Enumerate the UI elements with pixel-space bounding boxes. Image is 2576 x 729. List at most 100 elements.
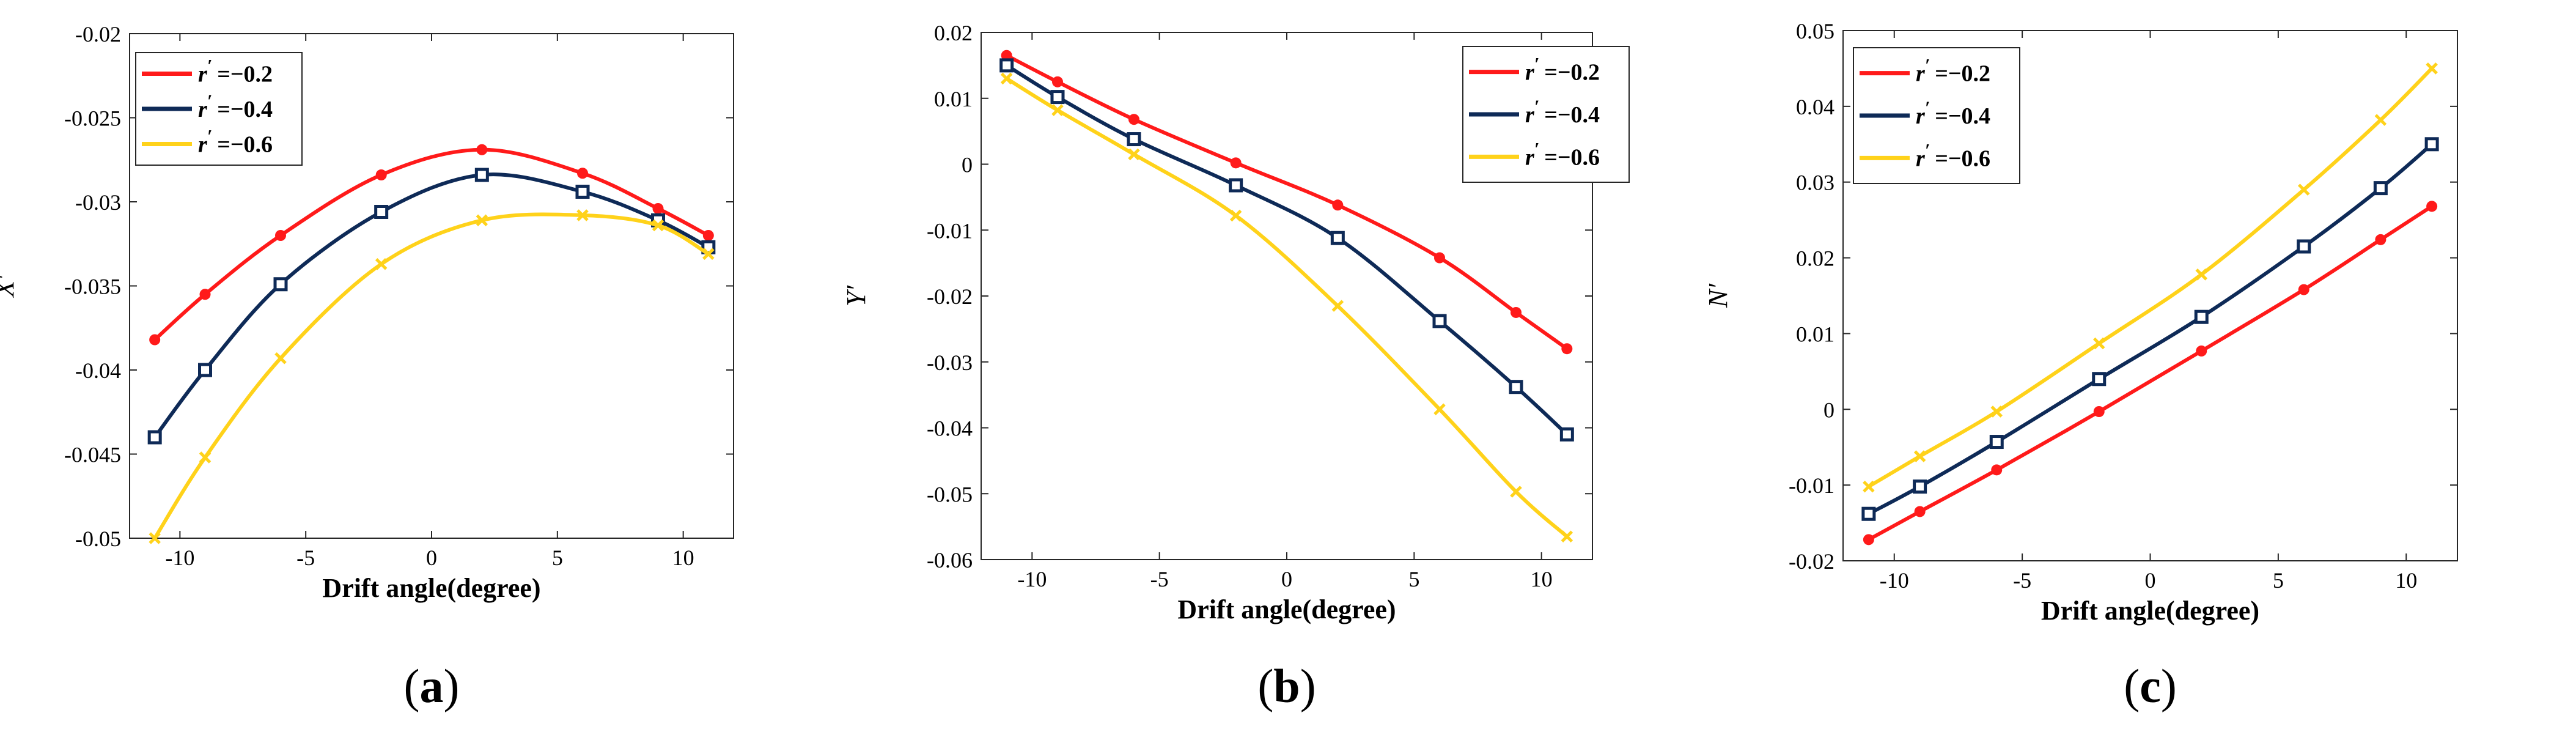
legend-prime: ′: [207, 56, 212, 76]
y-tick-label: -0.06: [927, 548, 973, 572]
data-point: [1914, 506, 1926, 517]
x-tick-label: 0: [1281, 567, 1292, 591]
legend-label-2: r′ =−0.6: [1916, 140, 1990, 171]
y-tick-label: -0.01: [927, 218, 973, 243]
chart-panel-c: -10 -5 0 5 10 -0.02 -0.01 0 0.01 0.02 0.03 0.04 0.05…: [1703, 0, 2576, 729]
data-point: [2092, 372, 2107, 387]
data-point: [1230, 157, 1242, 169]
x-tick-label: -5: [2013, 568, 2031, 593]
data-point: [149, 334, 161, 346]
legend-symbol: r: [1916, 61, 1926, 87]
caption-close: ): [2161, 659, 2177, 712]
y-axis-label: X′: [0, 274, 20, 298]
data-point: [1051, 104, 1064, 116]
x-tick-label: 10: [1531, 567, 1553, 591]
y-tick-label: -0.05: [927, 482, 973, 506]
chart-b: -10 -5 0 5 10 -0.06 -0.05 -0.04 -0.03 -0.02 -0.01 0…: [841, 21, 1630, 712]
chart-panel-a: -10 -5 0 5 10 -0.05 -0.045 -0.04 -0.035 -0.03 -0.0…: [0, 0, 858, 729]
legend-label-1: r′ =−0.4: [1916, 98, 1990, 129]
data-point: [1561, 343, 1573, 355]
data-point: [2424, 137, 2439, 152]
y-tick-label: 0.04: [1796, 95, 1834, 119]
data-point: [1229, 209, 1242, 222]
data-point: [999, 58, 1014, 73]
x-tick-label: 10: [2395, 568, 2417, 593]
legend-value: =−0.4: [1935, 103, 1990, 129]
data-point: [1510, 486, 1522, 498]
data-point: [1052, 76, 1063, 87]
data-point: [576, 209, 589, 221]
data-point: [1913, 479, 1927, 494]
data-point: [1561, 530, 1573, 543]
data-point: [1331, 300, 1344, 312]
data-point: [474, 168, 489, 182]
data-point: [1861, 506, 1876, 521]
data-point: [2195, 268, 2208, 281]
data-point: [149, 532, 161, 544]
data-point: [1511, 306, 1522, 318]
series-line-0: [1006, 54, 1569, 350]
data-point: [1001, 50, 1012, 61]
series-line-1: [153, 172, 710, 439]
data-point: [1863, 480, 1875, 493]
legend-prime: ′: [1925, 140, 1930, 160]
legend-symbol: r: [198, 97, 208, 122]
legend: r′ =−0.2r′ =−0.4r′ =−0.6: [1853, 47, 2020, 184]
data-point: [1863, 534, 1874, 546]
data-point: [1330, 231, 1345, 245]
data-point: [702, 248, 715, 261]
data-point: [1332, 199, 1344, 211]
y-axis-label: Y′: [841, 285, 871, 306]
x-axis-label: Drift angle(degree): [1177, 594, 1396, 624]
chart-panel-b: -10 -5 0 5 10 -0.06 -0.05 -0.04 -0.03 -0.02 -0.01 0…: [841, 0, 1717, 729]
series-line-0: [153, 147, 710, 341]
legend-prime: ′: [1925, 56, 1930, 76]
y-tick-label: 0: [1823, 398, 1834, 422]
data-point: [274, 352, 287, 364]
data-point: [2426, 62, 2438, 75]
panel-caption: (b): [1257, 659, 1316, 712]
series-line-2: [1006, 76, 1569, 538]
legend-symbol: r: [1525, 60, 1535, 86]
x-tick-label: 5: [2273, 568, 2284, 593]
series-line-2: [1868, 67, 2434, 489]
y-tick-label: -0.05: [75, 527, 121, 551]
y-tick-label: -0.04: [75, 358, 121, 383]
legend-value: =−0.2: [1935, 61, 1990, 87]
data-point: [275, 230, 286, 241]
panel-caption: (a): [404, 659, 460, 712]
data-point: [2298, 284, 2309, 295]
legend: r′ =−0.2r′ =−0.4r′ =−0.6: [1462, 46, 1630, 183]
data-point: [1913, 450, 1926, 462]
data-point: [199, 289, 211, 300]
data-point: [2375, 234, 2386, 245]
x-axis-label: Drift angle(degree): [2041, 596, 2259, 626]
y-tick-label: 0: [962, 153, 973, 177]
data-point: [1509, 380, 1523, 394]
x-tick-label: -10: [1017, 567, 1047, 591]
data-point: [702, 230, 714, 241]
legend-symbol: r: [1916, 103, 1926, 129]
x-tick-label: 5: [552, 546, 563, 570]
x-tick-label: 0: [2145, 568, 2156, 593]
series-line-1: [1006, 64, 1569, 436]
y-tick-label: 0.05: [1796, 19, 1834, 43]
y-tick-label: -0.02: [75, 22, 121, 46]
data-point: [1559, 427, 1574, 442]
data-point: [1989, 435, 2004, 450]
legend-label-0: r′ =−0.2: [1525, 54, 1600, 86]
data-point: [273, 277, 288, 292]
data-point: [2093, 406, 2105, 418]
y-tick-label: 0.03: [1796, 171, 1834, 195]
data-point: [199, 451, 212, 464]
series-line-2: [153, 212, 710, 539]
y-tick-label: -0.02: [1789, 549, 1834, 574]
data-point: [1050, 90, 1065, 105]
caption-open: (: [404, 659, 420, 712]
y-tick-label: 0.01: [934, 87, 973, 111]
data-point: [1432, 314, 1447, 328]
data-point: [476, 214, 488, 227]
x-tick-label: 10: [672, 546, 694, 570]
y-tick-label: -0.035: [64, 275, 121, 299]
data-point: [1990, 405, 2003, 418]
